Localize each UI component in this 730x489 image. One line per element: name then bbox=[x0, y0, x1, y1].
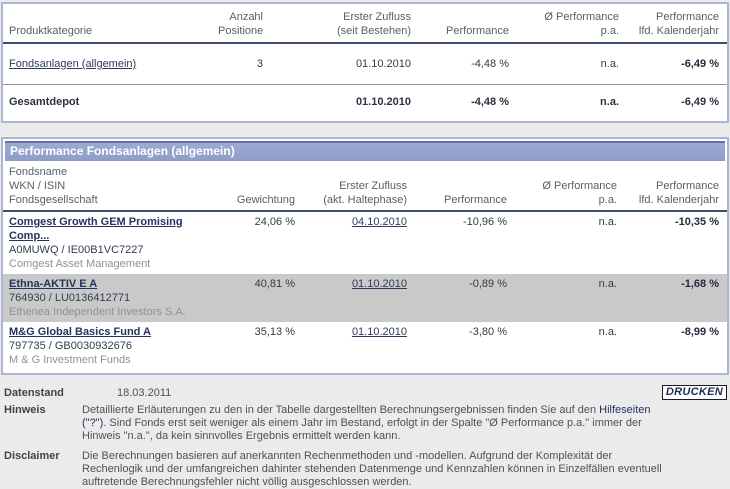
cell-first-inflow: 01.10.2010 bbox=[263, 43, 411, 85]
cell-weight: 40,81 % bbox=[208, 274, 295, 322]
fund-row-comgest: Comgest Growth GEM Promising Comp... A0M… bbox=[3, 211, 727, 274]
fund-wkn-isin: A0MUWQ / IE00B1VC7227 bbox=[9, 244, 144, 256]
fund-wkn-isin: 797735 / GB0030932676 bbox=[9, 340, 132, 352]
inflow-date-link[interactable]: 04.10.2010 bbox=[351, 216, 407, 228]
cell-performance: -4,48 % bbox=[411, 43, 509, 85]
datenstand-value-wrap: 18.03.2011 bbox=[82, 387, 171, 400]
hinweis-line-3: Hinweis "n.a.", da kein sinnvolles Ergeb… bbox=[82, 430, 401, 442]
cell-category: Fondsanlagen (allgemein) bbox=[3, 43, 218, 85]
fund-company: M & G Investment Funds bbox=[9, 354, 131, 366]
cell-performance: -4,48 % bbox=[471, 96, 509, 108]
detail-panel: Performance Fondsanlagen (allgemein) Fon… bbox=[1, 137, 729, 375]
hinweis-text: Detaillierte Erläuterungen zu den in der… bbox=[82, 404, 651, 443]
col-header-erster-zufluss: Erster Zufluss (seit Bestehen) bbox=[263, 4, 411, 44]
disclaimer-line-3: auftretende Berechnungsfehler nicht völl… bbox=[82, 476, 412, 488]
summary-header-row: Produktkategorie Anzahl Positionen Erste… bbox=[3, 4, 727, 44]
cell-weight: 35,13 % bbox=[254, 326, 295, 338]
cell-perf-pa: n.a. bbox=[598, 216, 617, 228]
cell-perf-pa: n.a. bbox=[509, 43, 619, 85]
disclaimer-line-2: Rechenlogik und der umfangreichen dahint… bbox=[82, 463, 662, 475]
col-header-perf-pa: Ø Performance p.a. bbox=[509, 4, 619, 44]
cell-perf-pa: n.a. bbox=[600, 96, 619, 108]
fund-row-ethna: Ethna-AKTIV E A 764930 / LU0136412771 Et… bbox=[3, 274, 727, 322]
detail-header-row: Fondsname WKN / ISIN Fondsgesellschaft G… bbox=[3, 163, 727, 212]
cell-perf-ytd: -6,49 % bbox=[681, 96, 719, 108]
cell-first-inflow: 01.10.2010 bbox=[295, 274, 407, 322]
col-header-performance: Performance bbox=[407, 163, 507, 212]
cell-positions-empty bbox=[218, 85, 263, 122]
datenstand-value: 18.03.2011 bbox=[117, 387, 172, 399]
col-header-label: Produktkategorie bbox=[9, 25, 93, 37]
inflow-date-link[interactable]: 01.10.2010 bbox=[351, 326, 407, 338]
cell-first-inflow: 04.10.2010 bbox=[295, 211, 407, 274]
cell-perf-ytd: -6,49 % bbox=[619, 43, 727, 85]
print-button[interactable]: DRUCKEN bbox=[661, 385, 727, 400]
col-header-erster-zufluss: Erster Zufluss (akt. Haltephase) bbox=[295, 163, 407, 212]
summary-panel: Produktkategorie Anzahl Positionen Erste… bbox=[1, 2, 729, 123]
cell-first-inflow: 01.10.2010 bbox=[355, 96, 411, 108]
cell-perf-pa: n.a. bbox=[598, 326, 617, 338]
hinweis-label: Hinweis bbox=[4, 404, 46, 416]
cell-perf-ytd: -10,35 % bbox=[674, 216, 719, 228]
summary-table: Produktkategorie Anzahl Positionen Erste… bbox=[3, 4, 727, 121]
disclaimer-text: Die Berechnungen basieren auf anerkannte… bbox=[82, 450, 662, 489]
cell-performance: -10,96 % bbox=[462, 216, 507, 228]
col-header-perf-pa: Ø Performance p.a. bbox=[507, 163, 617, 212]
fund-name-link[interactable]: M&G Global Basics Fund A bbox=[9, 326, 151, 338]
inflow-date-link[interactable]: 01.10.2010 bbox=[351, 278, 407, 290]
col-header-fondsname-wkn-gesellschaft: Fondsname WKN / ISIN Fondsgesellschaft bbox=[3, 163, 208, 212]
col-header-anzahl-positionen: Anzahl Positionen bbox=[218, 4, 263, 44]
hinweis-row: Hinweis Detaillierte Erläuterungen zu de… bbox=[4, 404, 726, 443]
detail-table: Fondsname WKN / ISIN Fondsgesellschaft G… bbox=[3, 163, 727, 373]
cell-category: Gesamtdepot bbox=[9, 96, 80, 108]
disclaimer-row: Disclaimer Die Berechnungen basieren auf… bbox=[4, 450, 726, 489]
cell-positions: 3 bbox=[218, 43, 263, 85]
cell-fund-identity: Ethna-AKTIV E A 764930 / LU0136412771 Et… bbox=[3, 274, 208, 322]
cell-perf-ytd: -1,68 % bbox=[617, 274, 727, 322]
col-header-performance: Performance bbox=[411, 4, 509, 44]
cell-performance: -0,89 % bbox=[407, 274, 507, 322]
disclaimer-line-1: Die Berechnungen basieren auf anerkannte… bbox=[82, 450, 613, 462]
summary-row-fondsanlagen: Fondsanlagen (allgemein) 3 01.10.2010 -4… bbox=[3, 43, 727, 85]
col-header-gewichtung: Gewichtung bbox=[208, 163, 295, 212]
fund-row-mg: M&G Global Basics Fund A 797735 / GB0030… bbox=[3, 322, 727, 373]
fund-name-link[interactable]: Comgest Growth GEM Promising Comp... bbox=[9, 216, 183, 242]
product-category-link[interactable]: Fondsanlagen (allgemein) bbox=[9, 58, 137, 70]
disclaimer-label: Disclaimer bbox=[4, 450, 60, 462]
col-header-perf-kalenderjahr: Performance lfd. Kalenderjahr bbox=[619, 4, 727, 44]
fund-company: Comgest Asset Management bbox=[9, 258, 151, 270]
cell-weight: 24,06 % bbox=[254, 216, 295, 228]
help-question-link[interactable]: ("?") bbox=[82, 417, 104, 429]
cell-fund-identity: M&G Global Basics Fund A 797735 / GB0030… bbox=[3, 322, 208, 373]
cell-first-inflow: 01.10.2010 bbox=[295, 322, 407, 373]
col-header-produktkategorie: Produktkategorie bbox=[3, 4, 218, 44]
hilfeseiten-link[interactable]: Hilfeseiten bbox=[599, 404, 651, 416]
footer-notes: DRUCKEN Datenstand 18.03.2011 Hinweis De… bbox=[0, 375, 730, 489]
fund-wkn-isin: 764930 / LU0136412771 bbox=[9, 292, 131, 304]
detail-table-title-bar: Performance Fondsanlagen (allgemein) bbox=[5, 141, 725, 161]
cell-perf-pa: n.a. bbox=[507, 274, 617, 322]
cell-fund-identity: Comgest Growth GEM Promising Comp... A0M… bbox=[3, 211, 208, 274]
fund-name-link[interactable]: Ethna-AKTIV E A bbox=[9, 278, 98, 290]
fund-company: Ethenea Independent Investors S.A. bbox=[9, 306, 186, 318]
datenstand-row: Datenstand 18.03.2011 bbox=[4, 387, 726, 400]
cell-perf-ytd: -8,99 % bbox=[681, 326, 719, 338]
hinweis-line-1: Detaillierte Erläuterungen zu den in der… bbox=[82, 404, 651, 416]
hinweis-line-2: ("?"). Sind Fonds erst seit weniger als … bbox=[82, 417, 642, 429]
datenstand-label: Datenstand bbox=[4, 387, 64, 399]
cell-performance: -3,80 % bbox=[469, 326, 507, 338]
col-header-perf-kalenderjahr: Performance lfd. Kalenderjahr bbox=[617, 163, 727, 212]
summary-row-gesamtdepot: Gesamtdepot 01.10.2010 -4,48 % n.a. -6,4… bbox=[3, 85, 727, 122]
